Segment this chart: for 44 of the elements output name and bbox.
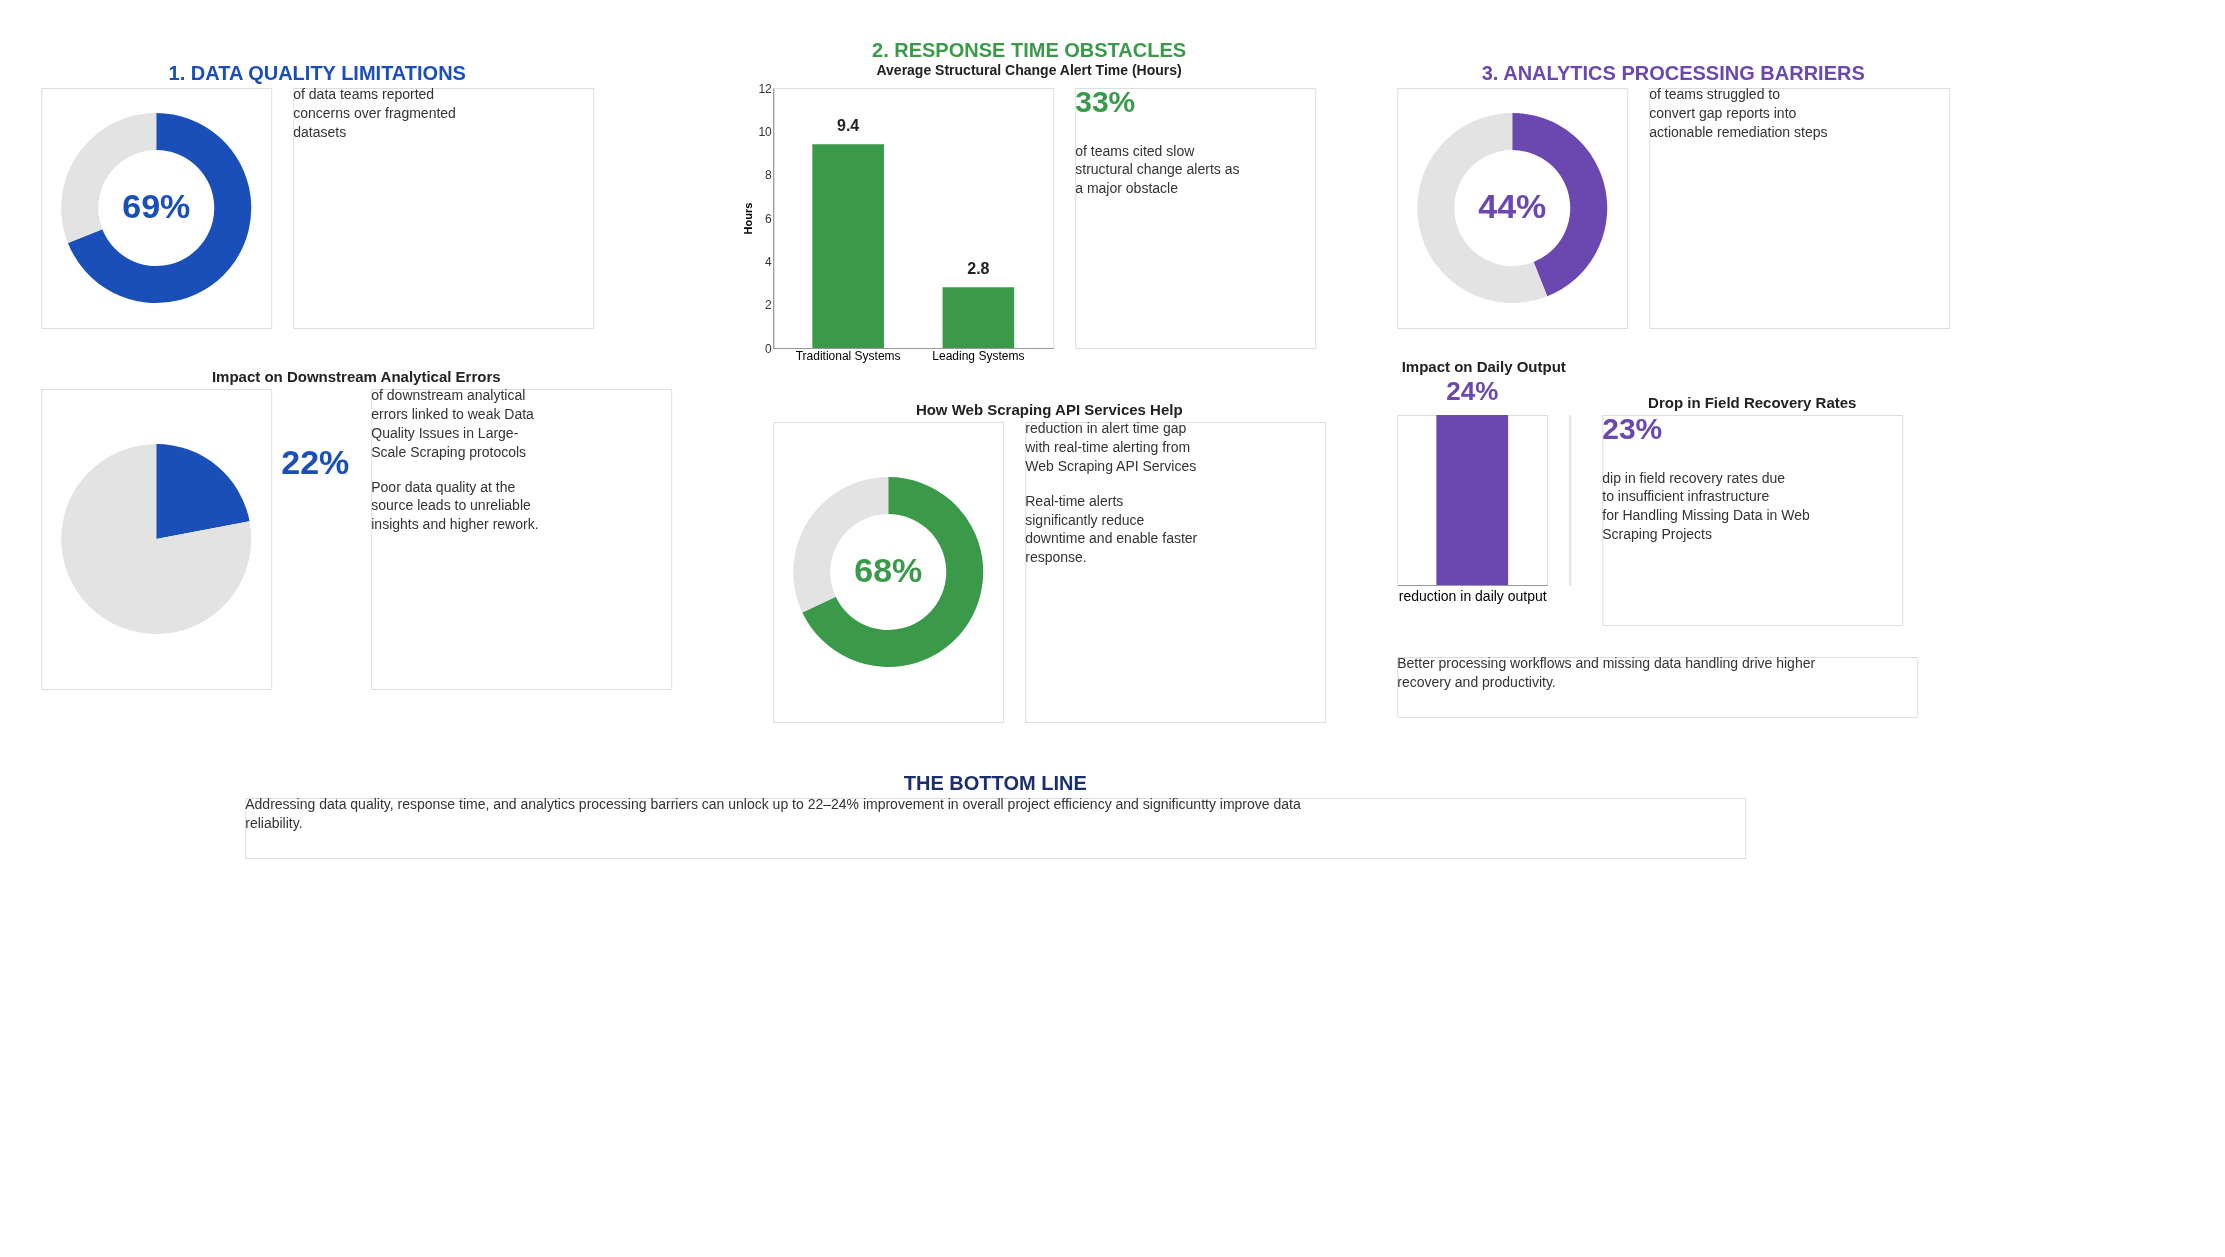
data-label: 68% xyxy=(854,551,923,589)
text: 1. DATA QUALITY LIMITATIONS xyxy=(168,61,466,84)
donut-slice xyxy=(67,113,252,303)
data-label: 24% xyxy=(1446,376,1499,406)
text: dip in field recovery rates due to insufficient infrastructure for Handling Missing Data in Web Scraping Projects xyxy=(1602,469,1810,543)
text: Better processing workflows and missing data handling drive higher recovery and productivity. xyxy=(1397,655,1816,690)
text: of teams cited slow structural change alerts as a major obstacle xyxy=(1075,142,1240,197)
y-tick-label: 10 xyxy=(758,124,773,139)
text: How Web Scraping API Services Help xyxy=(915,400,1183,418)
text: Drop in Field Recovery Rates xyxy=(1648,393,1857,411)
text: 3. ANALYTICS PROCESSING BARRIERS xyxy=(1481,61,1865,84)
x-axis-title: reduction in daily output xyxy=(1398,587,1547,604)
x-tick-label: Leading Systems xyxy=(932,348,1025,363)
text: Addressing data quality, response time, and analytics processing barriers can unlock up to 22–24% improvement in overall project efficiency and significuntty improve data reliability. xyxy=(245,796,1301,831)
chart-subtitle: Average Structural Change Alert Time (Hours) xyxy=(876,61,1182,78)
chart-title: 2. RESPONSE TIME OBSTACLES xyxy=(872,38,1187,61)
y-tick-label: 6 xyxy=(765,211,773,226)
text: reduction in alert time gap with real-time alerting from Web Scraping API Services xyxy=(1024,420,1197,474)
y-tick-label: 4 xyxy=(765,254,773,269)
y-tick-label: 2 xyxy=(765,298,773,313)
y-tick-label: 12 xyxy=(758,81,773,96)
text: Poor data quality at the source leads to unreliable insights and higher rework. xyxy=(371,478,539,533)
text: of downstream analytical errors linked to weak Data Quality Issues in Large-Scale Scraping protocols xyxy=(371,387,535,460)
donut-slice xyxy=(1417,113,1548,303)
data-label: 44% xyxy=(1478,187,1547,225)
text: 33% xyxy=(1075,85,1136,118)
text: Real-time alerts significantly reduce downtime and enable faster response. xyxy=(1025,492,1198,566)
x-tick-label: Traditional Systems xyxy=(795,348,901,363)
data-label: 9.4 xyxy=(837,117,860,135)
pie-slice xyxy=(156,444,250,539)
chart-title: Impact on Daily Output xyxy=(1401,357,1566,375)
y-axis-title: Hours xyxy=(742,202,755,235)
data-label: 2.8 xyxy=(967,260,990,278)
y-tick-label: 0 xyxy=(765,341,773,356)
text: THE BOTTOM LINE xyxy=(903,771,1087,794)
y-tick-label: 8 xyxy=(765,168,773,183)
text: of teams struggled to convert gap reports into actionable remediation steps xyxy=(1649,86,1828,140)
data-label: 69% xyxy=(122,187,191,225)
chart-title: Impact on Downstream Analytical Errors xyxy=(211,367,501,385)
text: of data teams reported concerns over fragmented datasets xyxy=(293,86,456,140)
pie-slice xyxy=(61,444,252,634)
data-label: 22% xyxy=(281,443,350,481)
donut-slice xyxy=(802,477,984,667)
text: 23% xyxy=(1602,412,1663,445)
